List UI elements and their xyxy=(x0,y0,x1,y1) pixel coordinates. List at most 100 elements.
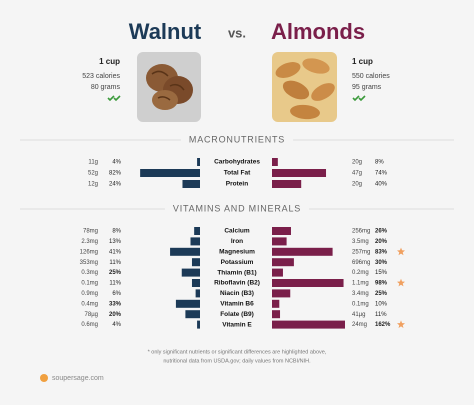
left-amount: 0.3mg xyxy=(81,270,98,276)
left-amount: 353mg xyxy=(80,260,98,266)
right-amount: 257mg xyxy=(352,249,370,255)
right-percent: 98% xyxy=(375,281,388,287)
section-title: MACRONUTRIENTS xyxy=(189,134,285,144)
right-amount: 41µg xyxy=(352,312,365,318)
right-percent: 162% xyxy=(375,322,391,328)
left-food-name: Walnut xyxy=(129,19,202,44)
left-percent: 11% xyxy=(109,281,121,287)
left-amount: 126mg xyxy=(80,249,98,255)
nutrient-label: Vitamin B6 xyxy=(220,301,254,308)
nutrient-label: Folate (B9) xyxy=(220,311,254,318)
nutrient-label: Protein xyxy=(226,181,248,188)
right-percent: 10% xyxy=(375,301,388,307)
right-percent: 11% xyxy=(375,312,387,318)
left-bar xyxy=(190,237,200,246)
left-percent: 82% xyxy=(109,171,122,177)
left-percent: 24% xyxy=(109,182,122,188)
left-percent: 11% xyxy=(109,260,121,266)
left-bar xyxy=(182,180,200,188)
right-percent: 15% xyxy=(375,270,388,276)
footer-site: soupersage.com xyxy=(52,375,104,382)
left-bar xyxy=(195,289,200,298)
left-bar xyxy=(194,227,200,235)
right-percent: 40% xyxy=(375,182,388,188)
left-percent: 33% xyxy=(109,301,122,307)
right-serving: 1 cup xyxy=(352,57,373,66)
left-bar xyxy=(140,169,200,177)
right-bar xyxy=(272,237,287,246)
left-bar xyxy=(185,310,200,319)
left-weight: 80 grams xyxy=(91,84,121,91)
footnote: * only significant nutrients or signific… xyxy=(148,349,327,355)
nutrient-label: Magnesium xyxy=(219,249,255,256)
right-amount: 3.5mg xyxy=(352,239,369,245)
left-amount: 78mg xyxy=(83,229,98,235)
left-percent: 8% xyxy=(112,229,121,235)
right-bar xyxy=(272,258,294,267)
right-bar xyxy=(272,289,291,298)
footnote: nutritional data from USDA.gov; daily va… xyxy=(163,358,311,364)
left-serving: 1 cup xyxy=(99,57,120,66)
left-percent: 4% xyxy=(112,322,121,328)
right-amount: 24mg xyxy=(352,322,367,328)
right-bar xyxy=(272,299,280,308)
left-bar xyxy=(170,247,200,256)
right-amount: 20g xyxy=(352,182,362,188)
left-bar xyxy=(181,268,200,277)
right-checks xyxy=(352,95,366,102)
nutrient-label: Potassium xyxy=(221,259,254,266)
right-calories: 550 calories xyxy=(352,73,390,80)
left-percent: 20% xyxy=(109,312,122,318)
right-amount: 0.2mg xyxy=(352,270,369,276)
vs-label: vs. xyxy=(228,25,246,40)
logo xyxy=(40,374,48,382)
right-percent: 8% xyxy=(375,160,384,166)
left-amount: 0.6mg xyxy=(81,322,98,328)
right-amount: 20g xyxy=(352,160,362,166)
left-amount: 0.9mg xyxy=(81,291,98,297)
nutrient-label: Vitamin E xyxy=(222,321,252,328)
right-bar xyxy=(272,268,283,277)
right-bar xyxy=(272,227,291,235)
right-percent: 20% xyxy=(375,239,388,245)
right-bar xyxy=(272,320,345,329)
left-bar xyxy=(175,299,200,308)
nutrient-label: Calcium xyxy=(224,228,250,235)
right-bar xyxy=(272,310,281,319)
left-checks xyxy=(107,95,121,102)
nutrient-label: Riboflavin (B2) xyxy=(214,280,260,287)
star xyxy=(397,278,405,287)
right-amount: 696mg xyxy=(352,260,370,266)
left-percent: 6% xyxy=(112,291,121,297)
right-amount: 47g xyxy=(352,171,362,177)
right-food-name: Almonds xyxy=(271,19,365,44)
left-bar xyxy=(197,158,200,166)
right-bar xyxy=(272,158,278,166)
right-amount: 3.4mg xyxy=(352,291,369,297)
star xyxy=(397,320,405,328)
left-percent: 13% xyxy=(109,239,122,245)
right-weight: 95 grams xyxy=(352,84,382,91)
left-amount: 52g xyxy=(88,171,98,177)
right-amount: 0.1mg xyxy=(352,301,369,307)
right-percent: 30% xyxy=(375,260,388,266)
left-amount: 78µg xyxy=(85,312,98,318)
right-bar xyxy=(272,169,327,177)
right-percent: 83% xyxy=(375,249,388,255)
nutrient-label: Total Fat xyxy=(224,170,251,177)
right-percent: 74% xyxy=(375,171,388,177)
right-percent: 25% xyxy=(375,291,388,297)
left-percent: 4% xyxy=(112,160,121,166)
walnut-image xyxy=(137,52,201,122)
left-amount: 11g xyxy=(88,160,98,166)
left-percent: 41% xyxy=(109,249,122,255)
nutrient-label: Carbohydrates xyxy=(214,159,260,166)
star xyxy=(397,247,405,256)
nutrient-label: Iron xyxy=(231,238,243,245)
left-amount: 2.3mg xyxy=(81,239,98,245)
left-amount: 0.1mg xyxy=(81,281,98,287)
right-bar xyxy=(272,279,344,287)
